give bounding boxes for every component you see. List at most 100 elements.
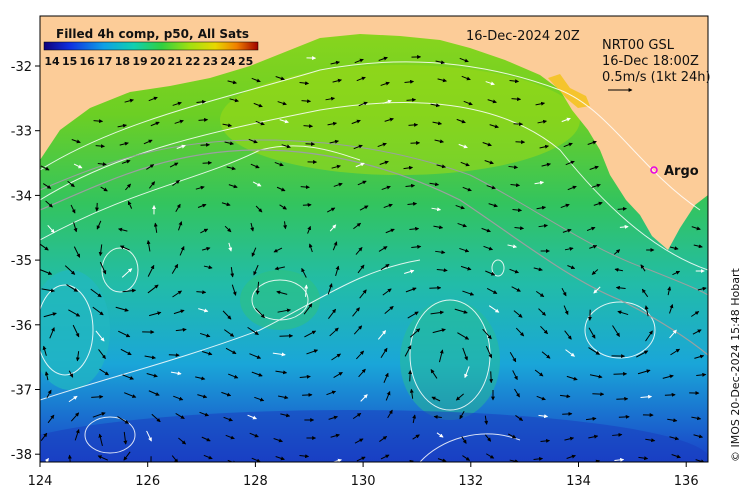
current-vector-arrow bbox=[72, 324, 80, 338]
current-vector-arrow bbox=[330, 433, 340, 438]
current-vector-arrow bbox=[481, 227, 491, 233]
current-vector-arrow bbox=[464, 366, 470, 379]
current-vector-arrow bbox=[538, 223, 548, 228]
current-vector-arrow bbox=[612, 432, 623, 437]
current-vector-arrow bbox=[436, 164, 446, 169]
current-vector-arrow bbox=[564, 330, 572, 340]
current-vector-arrow bbox=[565, 349, 575, 357]
latitude-axis: -32 -33 -34 -35 -36 -37 -38 bbox=[11, 60, 40, 463]
current-vector-arrow bbox=[98, 433, 103, 446]
current-vector-arrow bbox=[380, 454, 390, 460]
current-vector-arrow bbox=[325, 96, 336, 101]
current-vector-arrow bbox=[226, 166, 236, 171]
current-vector-arrow bbox=[355, 162, 365, 168]
current-vector-arrow bbox=[115, 306, 129, 312]
cool-eddy-center bbox=[240, 270, 320, 330]
current-vector-arrow bbox=[539, 144, 549, 149]
colorbar-tick-label: 22 bbox=[185, 55, 200, 68]
current-vector-arrow bbox=[436, 268, 448, 273]
current-vector-arrow bbox=[327, 283, 333, 295]
current-vector-arrow bbox=[121, 268, 133, 278]
current-vector-arrow bbox=[98, 349, 106, 360]
current-vector-arrow bbox=[97, 162, 107, 167]
current-vector-arrow bbox=[589, 244, 598, 249]
current-vector-arrow bbox=[124, 392, 137, 398]
current-vector-arrow bbox=[120, 348, 132, 356]
current-vector-arrow bbox=[171, 263, 179, 274]
current-vector-arrow bbox=[70, 412, 80, 422]
current-vector-arrow bbox=[514, 226, 525, 231]
current-vector-arrow bbox=[119, 141, 129, 146]
lat-tick-label: -32 bbox=[11, 60, 32, 75]
current-vector-arrow bbox=[515, 415, 524, 421]
colorbar-tick-label: 21 bbox=[168, 55, 183, 68]
current-vector-arrow bbox=[301, 267, 307, 278]
warm-patch bbox=[220, 65, 580, 175]
current-vector-arrow bbox=[588, 327, 596, 339]
current-vector-arrow bbox=[378, 56, 388, 61]
current-vector-arrow bbox=[432, 121, 443, 126]
current-vector-arrow bbox=[146, 430, 152, 442]
current-vector-arrow bbox=[356, 456, 366, 462]
colorbar-tick-label: 15 bbox=[62, 55, 77, 68]
current-vector-arrow bbox=[299, 81, 310, 86]
current-vector-arrow bbox=[507, 433, 517, 439]
current-vector-arrow bbox=[351, 119, 361, 125]
current-vector-arrow bbox=[541, 351, 551, 359]
current-vector-arrow bbox=[330, 60, 340, 65]
current-vector-arrow bbox=[533, 267, 543, 272]
current-vector-arrow bbox=[645, 330, 653, 342]
current-vector-arrow bbox=[359, 205, 369, 211]
current-vector-arrow bbox=[619, 224, 629, 229]
current-vector-arrow bbox=[199, 332, 211, 338]
current-vector-arrow bbox=[511, 286, 521, 292]
current-vector-arrow bbox=[384, 117, 394, 122]
current-vector-arrow bbox=[197, 394, 208, 399]
current-vector-arrow bbox=[91, 394, 104, 399]
current-vector-arrow bbox=[353, 222, 362, 230]
colorbar-title: Filled 4h comp, p50, All Sats bbox=[56, 27, 249, 41]
current-vector-arrow bbox=[117, 123, 127, 128]
current-vector-arrow bbox=[40, 432, 48, 442]
current-vector-arrow bbox=[380, 81, 390, 86]
current-vector-arrow bbox=[196, 99, 207, 104]
current-vector-arrow bbox=[123, 431, 128, 445]
current-vector-arrow bbox=[382, 99, 392, 104]
current-vector-arrow bbox=[614, 267, 623, 272]
current-vector-arrow bbox=[483, 245, 494, 251]
current-vector-arrow bbox=[272, 352, 286, 357]
current-vector-arrow bbox=[509, 351, 517, 363]
current-vector-arrow bbox=[121, 159, 131, 164]
current-vector-arrow bbox=[228, 373, 239, 379]
current-vector-arrow bbox=[248, 138, 258, 144]
current-vector-arrow bbox=[561, 117, 571, 123]
current-vector-arrow bbox=[331, 353, 342, 361]
current-vector-arrow bbox=[179, 245, 185, 256]
current-vector-arrow bbox=[564, 436, 575, 441]
current-vector-arrow bbox=[224, 225, 232, 233]
current-vector-arrow bbox=[409, 388, 414, 399]
current-vector-arrow bbox=[612, 325, 620, 337]
current-vector-arrow bbox=[693, 434, 704, 439]
current-vector-arrow bbox=[327, 121, 338, 126]
current-vector-arrow bbox=[202, 160, 213, 165]
current-vector-arrow bbox=[562, 411, 573, 416]
current-vector-arrow bbox=[667, 286, 672, 296]
current-vector-arrow bbox=[276, 290, 288, 295]
longitude-axis: 124 126 128 130 132 134 136 bbox=[28, 462, 699, 489]
current-vector-arrow bbox=[664, 392, 676, 397]
current-vector-arrow bbox=[433, 225, 444, 230]
current-vector-arrow bbox=[148, 181, 156, 189]
current-vector-arrow bbox=[46, 389, 52, 399]
current-vector-arrow bbox=[408, 370, 413, 382]
current-vector-arrow bbox=[380, 347, 388, 358]
current-vector-arrow bbox=[436, 432, 444, 438]
current-vector-arrow bbox=[696, 372, 707, 377]
current-vector-arrow bbox=[221, 202, 231, 207]
current-vector-arrow bbox=[251, 77, 261, 83]
current-vector-arrow bbox=[66, 284, 79, 292]
lon-tick-label: 136 bbox=[674, 474, 699, 489]
current-vector-arrow bbox=[75, 351, 80, 362]
current-vector-arrow bbox=[563, 305, 569, 315]
current-vector-arrow bbox=[47, 414, 55, 424]
